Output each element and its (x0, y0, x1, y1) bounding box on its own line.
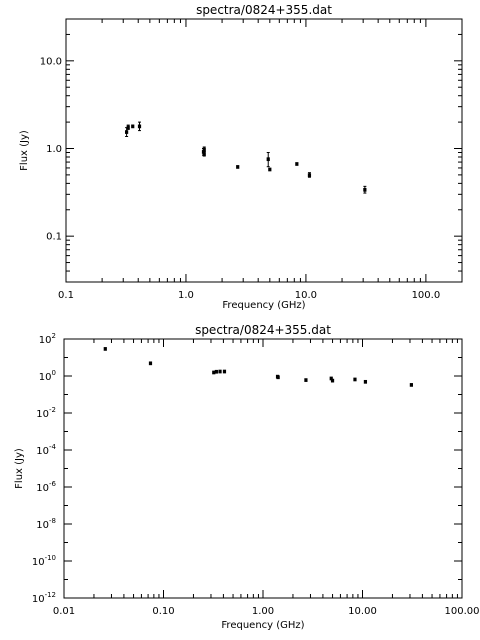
x-tick-label: 10.00 (348, 606, 377, 617)
x-tick-label: 100.00 (445, 606, 480, 617)
data-point (222, 369, 227, 374)
chart-title: spectra/0824+355.dat (195, 323, 331, 337)
data-point (131, 124, 135, 129)
chart-2: spectra/0824+355.dat Frequency (GHz) Flux … (14, 323, 480, 631)
x-tick-label: 1.0 (178, 290, 194, 301)
y-tick-label: 10-6 (36, 480, 56, 494)
data-point (409, 383, 413, 387)
data-point (304, 378, 308, 382)
y-tick-label: 10.0 (40, 56, 62, 67)
x-tick-label: 0.1 (58, 290, 74, 301)
data-point (276, 375, 280, 380)
y-tick-label: 1.0 (46, 144, 62, 155)
y-tick-label: 10-2 (36, 406, 56, 420)
plot-frame (65, 18, 463, 283)
data-point (103, 347, 107, 351)
y-tick-label: 10-8 (36, 517, 56, 531)
chart-title: spectra/0824+355.dat (196, 3, 332, 17)
data-point (218, 369, 222, 374)
x-tick-label: 10.0 (295, 290, 317, 301)
x-tick-label: 0.01 (53, 606, 75, 617)
data-point (268, 167, 272, 172)
y-tick-label: 0.1 (46, 232, 62, 243)
data-point (353, 377, 357, 382)
y-tick-label: 10-4 (36, 443, 56, 457)
y-tick-label: 10-12 (32, 591, 56, 605)
y-tick-label: 100 (39, 369, 56, 383)
x-tick-label: 100.0 (412, 290, 441, 301)
y-axis-label: Flux (Jy) (19, 130, 30, 171)
data-point (236, 165, 240, 169)
x-axis-label: Frequency (GHz) (221, 620, 304, 631)
x-tick-label: 0.10 (152, 606, 174, 617)
data-point (295, 162, 299, 166)
data-point (214, 369, 218, 374)
data-point (212, 370, 216, 375)
data-point (330, 378, 335, 383)
data-point (148, 361, 153, 366)
x-tick-label: 1.00 (252, 606, 274, 617)
x-axis-label: Frequency (GHz) (222, 300, 305, 311)
y-axis-label: Flux (Jy) (14, 448, 25, 489)
plot-frame (63, 338, 463, 599)
chart-1: spectra/0824+355.dat Frequency (GHz) Flux … (19, 3, 463, 311)
data-point (363, 379, 368, 384)
y-tick-label: 10-10 (32, 554, 56, 568)
y-tick-label: 102 (39, 332, 56, 346)
